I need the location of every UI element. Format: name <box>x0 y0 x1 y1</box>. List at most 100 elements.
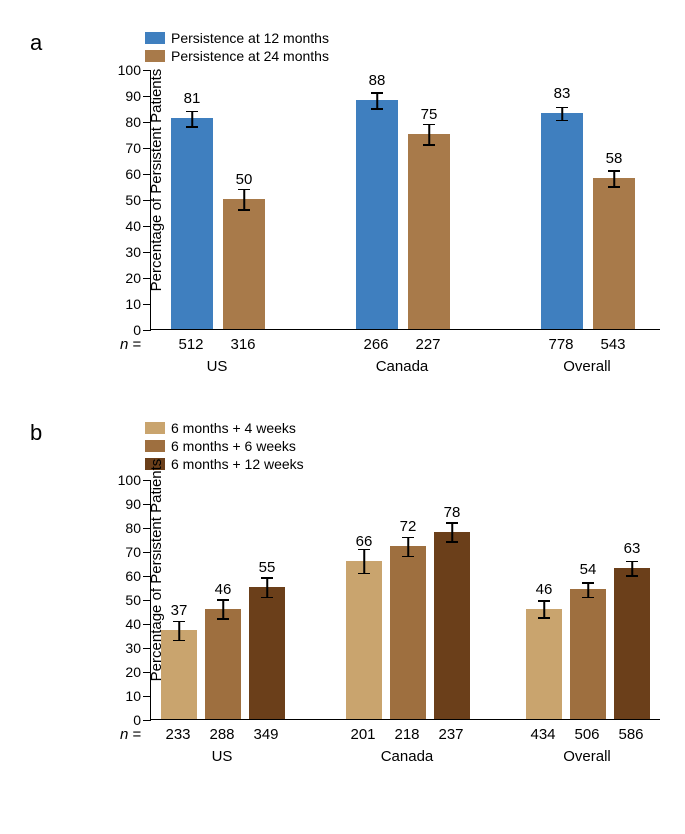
error-cap <box>186 111 198 113</box>
bar-value-label: 37 <box>171 602 188 619</box>
y-tick <box>143 122 151 123</box>
legend-label: Persistence at 24 months <box>171 48 329 64</box>
y-tick-label: 70 <box>111 140 141 156</box>
bar: 83 <box>541 113 583 329</box>
y-tick <box>143 624 151 625</box>
y-tick <box>143 648 151 649</box>
error-cap <box>423 124 435 126</box>
n-prefix: n = <box>120 336 141 353</box>
bar-value-label: 50 <box>236 171 253 188</box>
y-tick <box>143 672 151 673</box>
legend-label: 6 months + 12 weeks <box>171 456 304 472</box>
y-tick-label: 90 <box>111 496 141 512</box>
y-tick-label: 70 <box>111 544 141 560</box>
n-value: 512 <box>178 336 203 353</box>
bar-value-label: 63 <box>624 540 641 557</box>
error-cap <box>173 640 185 642</box>
y-tick <box>143 504 151 505</box>
error-cap <box>402 556 414 558</box>
y-tick-label: 10 <box>111 688 141 704</box>
y-tick <box>143 304 151 305</box>
bar: 46 <box>526 609 562 719</box>
error-bar <box>363 549 365 573</box>
bar: 37 <box>161 630 197 719</box>
y-tick <box>143 600 151 601</box>
error-bar <box>587 582 589 596</box>
y-tick-label: 80 <box>111 114 141 130</box>
bar: 75 <box>408 134 450 329</box>
error-cap <box>608 170 620 172</box>
legend-swatch <box>145 440 165 452</box>
group-label: Overall <box>563 748 611 765</box>
error-cap <box>261 577 273 579</box>
error-bar <box>428 124 430 145</box>
y-tick <box>143 252 151 253</box>
panel-a-label: a <box>30 30 42 56</box>
y-tick-label: 80 <box>111 520 141 536</box>
plot-a: 0102030405060708090100815088758358 <box>150 70 660 330</box>
bar: 46 <box>205 609 241 719</box>
error-cap <box>538 600 550 602</box>
legend-label: Persistence at 12 months <box>171 30 329 46</box>
bar-group: 465463 <box>526 568 650 719</box>
error-bar <box>613 170 615 186</box>
panel-b: b 6 months + 4 weeks6 months + 6 weeks6 … <box>20 420 665 780</box>
bar-value-label: 78 <box>444 504 461 521</box>
y-tick-label: 40 <box>111 616 141 632</box>
n-value: 316 <box>230 336 255 353</box>
n-value: 233 <box>165 726 190 743</box>
error-bar <box>191 111 193 127</box>
chart-a: Persistence at 12 months Persistence at 2… <box>115 30 660 330</box>
error-cap <box>358 549 370 551</box>
legend-a: Persistence at 12 months Persistence at 2… <box>145 30 329 66</box>
bar-group: 667278 <box>346 532 470 719</box>
legend-item: 6 months + 4 weeks <box>145 420 304 436</box>
y-tick <box>143 96 151 97</box>
bar-value-label: 46 <box>215 581 232 598</box>
n-value: 201 <box>350 726 375 743</box>
bar-value-label: 66 <box>356 533 373 550</box>
y-tick <box>143 148 151 149</box>
bar-group: 8358 <box>541 113 635 329</box>
error-bar <box>543 600 545 617</box>
y-tick <box>143 552 151 553</box>
legend-item: Persistence at 12 months <box>145 30 329 46</box>
error-cap <box>238 209 250 211</box>
legend-swatch <box>145 32 165 44</box>
group-label: Overall <box>563 358 611 375</box>
y-tick <box>143 226 151 227</box>
n-value: 349 <box>253 726 278 743</box>
y-tick-label: 100 <box>111 472 141 488</box>
error-bar <box>376 92 378 108</box>
y-tick <box>143 696 151 697</box>
bar: 55 <box>249 587 285 719</box>
error-cap <box>371 108 383 110</box>
legend-item: Persistence at 24 months <box>145 48 329 64</box>
y-tick-label: 60 <box>111 568 141 584</box>
error-bar <box>407 537 409 556</box>
error-cap <box>556 107 568 109</box>
n-value: 586 <box>618 726 643 743</box>
legend-item: 6 months + 6 weeks <box>145 438 304 454</box>
legend-label: 6 months + 6 weeks <box>171 438 296 454</box>
bar: 78 <box>434 532 470 719</box>
error-cap <box>423 144 435 146</box>
legend-item: 6 months + 12 weeks <box>145 456 304 472</box>
bar: 63 <box>614 568 650 719</box>
error-bar <box>451 522 453 541</box>
legend-label: 6 months + 4 weeks <box>171 420 296 436</box>
error-cap <box>217 599 229 601</box>
bar: 50 <box>223 199 265 329</box>
error-cap <box>446 522 458 524</box>
y-tick <box>143 576 151 577</box>
y-tick-label: 30 <box>111 640 141 656</box>
legend-swatch <box>145 422 165 434</box>
error-cap <box>608 186 620 188</box>
y-tick <box>143 200 151 201</box>
bar-value-label: 54 <box>580 561 597 578</box>
error-cap <box>626 575 638 577</box>
error-cap <box>261 597 273 599</box>
error-cap <box>582 582 594 584</box>
bar: 88 <box>356 100 398 329</box>
error-cap <box>556 120 568 122</box>
